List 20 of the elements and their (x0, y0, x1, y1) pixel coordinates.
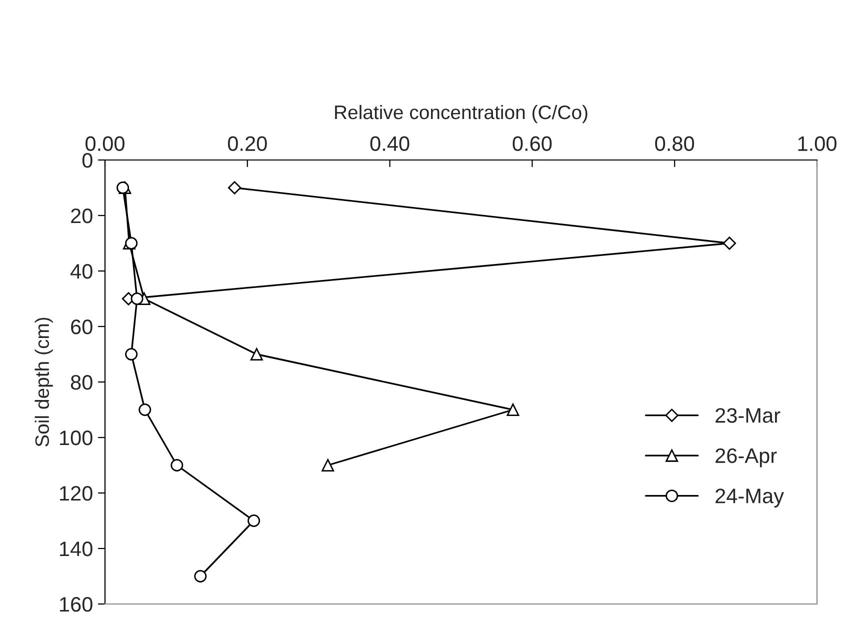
y-tick-label: 20 (71, 208, 92, 224)
x-tick-label: 0.40 (370, 136, 410, 152)
legend-label: 23-Mar (716, 408, 780, 423)
y-tick-label: 60 (71, 320, 92, 334)
x-tick-label: 0.00 (86, 136, 124, 152)
y-tick-label: 160 (60, 597, 92, 612)
y-tick-label: 100 (60, 430, 92, 446)
y-tick-label: 0 (82, 153, 92, 168)
x-tick-label: 0.60 (512, 136, 552, 152)
y-tick-label: 120 (60, 486, 92, 501)
legend-label: 24-May (716, 488, 784, 508)
y-tick-label: 40 (70, 264, 92, 279)
legend-label: 26-Apr (716, 448, 777, 468)
y-tick-label: 80 (70, 375, 92, 390)
y-axis-title: Soil depth (cm) (34, 318, 53, 446)
y-tick-label: 140 (60, 542, 92, 556)
x-tick-label: 0.80 (655, 136, 694, 152)
x-axis-title: Relative concentration (C/Co) (335, 104, 588, 124)
x-tick-label: 1.00 (798, 136, 836, 152)
x-tick-label: 0.20 (228, 136, 267, 152)
